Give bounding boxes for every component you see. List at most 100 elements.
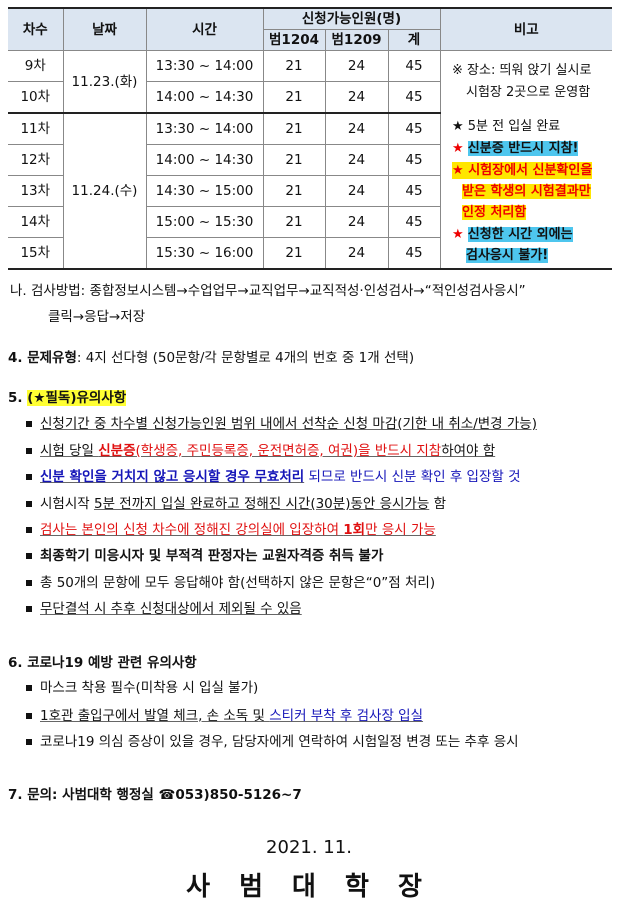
section4-text: : 4지 선다형 (50문항/각 문항별로 4개의 번호 중 1개 선택) (76, 350, 415, 366)
list-item-text: 코로나19 의심 증상이 있을 경우, 담당자에게 연락하여 시험일정 변경 또… (40, 734, 519, 750)
bullet-square-icon (26, 685, 32, 691)
cell-room2: 24 (324, 50, 389, 82)
list-item: 총 50개의 문항에 모두 응답해야 함(선택하지 않은 문항은“0”점 처리) (26, 571, 435, 591)
table-row: 12차 14:00 ~ 14:30 21 24 45 (8, 144, 612, 176)
header-date: 날짜 (62, 7, 147, 51)
table-row: 14차 15:00 ~ 15:30 21 24 45 (8, 206, 612, 238)
star-icon: ★ (452, 227, 464, 242)
cell-total: 45 (387, 144, 441, 176)
bullet-square-icon (26, 448, 32, 454)
bullet-square-icon (26, 606, 32, 612)
footer-signer: 사 범 대 학 장 (186, 872, 432, 902)
list-item-text: 만 응시 가능 (365, 522, 436, 538)
section7: 7. 문의: 사범대학 행정실 ☎053)850-5126~7 (8, 783, 302, 803)
cell-round: 13차 (8, 175, 64, 207)
table-row: 15차 15:30 ~ 16:00 21 24 45 (8, 237, 612, 270)
cell-room1: 21 (262, 237, 326, 270)
cell-room1: 21 (262, 175, 326, 207)
section7-label: 7. 문의: 사범대학 행정실 (8, 787, 159, 803)
list-item: 신청기간 중 차수별 신청가능인원 범위 내에서 선착순 신청 마감(기한 내 … (26, 412, 537, 432)
footer-date: 2021. 11. (266, 837, 352, 858)
note-id: ★ 신분증 반드시 지참! (452, 140, 579, 157)
list-item-text: 함 (429, 496, 446, 512)
header-capacity: 신청가능인원(명) (262, 7, 441, 30)
section4-label: 4. 문제유형 (8, 350, 77, 366)
bullet-square-icon (26, 713, 32, 719)
list-item-text: 되므로 반드시 신분 확인 후 입장할 것 (304, 469, 521, 485)
cell-round: 10차 (8, 81, 64, 114)
cell-date: 11.24.(수) (62, 112, 147, 270)
list-item: 코로나19 의심 증상이 있을 경우, 담당자에게 연락하여 시험일정 변경 또… (26, 730, 519, 750)
section5-title: (★필독)유의사항 (27, 390, 127, 406)
list-item: 최종학기 미응시자 및 부적격 판정자는 교원자격증 취득 불가 (26, 544, 383, 564)
note-time: ★ 신청한 시간 외에는 (452, 226, 573, 243)
table-row: 9차 11.23.(화) 13:30 ~ 14:00 21 24 45 (8, 50, 612, 270)
list-item: 신분 확인을 거치지 않고 응시할 경우 무효처리 되므로 반드시 신분 확인 … (26, 465, 521, 485)
cell-time: 15:00 ~ 15:30 (145, 206, 264, 238)
bullet-square-icon (26, 527, 32, 533)
section5-heading: 5. (★필독)유의사항 (8, 386, 127, 406)
list-item-text: 스티커 부착 후 검사장 입실 (269, 708, 424, 724)
header-note: 비고 (439, 7, 612, 51)
note-time-a: 신청한 시간 외에는 (467, 227, 573, 242)
list-item: 시험시작 5분 전까지 입실 완료하고 정해진 시간(30분)동안 응시가능 함 (26, 492, 446, 512)
list-item: 검사는 본인의 신청 차수에 정해진 강의실에 입장하여 1회만 응시 가능 (26, 518, 436, 538)
cell-total: 45 (387, 175, 441, 207)
cell-room2: 24 (324, 81, 389, 114)
cell-round: 14차 (8, 206, 64, 238)
cell-room2: 24 (324, 237, 389, 270)
cell-room1: 21 (262, 112, 326, 145)
list-item: 무단결석 시 추후 신청대상에서 제외될 수 있음 (26, 597, 302, 617)
list-item-text: 검사는 본인의 신청 차수에 정해진 강의실에 입장하여 (40, 522, 344, 538)
note-verify-b: 받은 학생의 시험결과만 (462, 184, 591, 199)
note-verify: ★ 시험장에서 신분확인을 (452, 162, 593, 179)
cell-round: 11차 (8, 112, 64, 145)
cell-time: 13:30 ~ 14:00 (145, 50, 264, 82)
list-item-text: 시험 당일 (40, 443, 99, 459)
bullet-square-icon (26, 421, 32, 427)
cell-time: 14:00 ~ 14:30 (145, 144, 264, 176)
header-room1: 범1204 (262, 29, 326, 51)
cell-total: 45 (387, 206, 441, 238)
list-item-text: 무단결석 시 추후 신청대상에서 제외될 수 있음 (40, 601, 302, 617)
cell-total: 45 (387, 81, 441, 114)
cell-total: 45 (387, 237, 441, 270)
section7-phone: 053)850-5126~7 (175, 787, 302, 803)
method-line1: 나. 검사방법: 종합정보시스템→수업업무→교직업무→교직적성·인성검사→“적인… (10, 283, 526, 299)
note-entry: ★ 5분 전 입실 완료 (452, 119, 561, 134)
header-room2: 범1209 (324, 29, 389, 51)
bullet-square-icon (26, 553, 32, 559)
bullet-square-icon (26, 474, 32, 480)
list-item-text: 총 50개의 문항에 모두 응답해야 함(선택하지 않은 문항은“0”점 처리) (40, 575, 436, 591)
list-item-text: 1호관 출입구에서 발열 체크, 손 소독 및 (40, 708, 270, 724)
phone-icon: ☎ (158, 787, 176, 803)
cell-time: 14:30 ~ 15:00 (145, 175, 264, 207)
cell-room1: 21 (262, 50, 326, 82)
section6-title: 6. 코로나19 예방 관련 유의사항 (8, 655, 197, 671)
cell-time: 13:30 ~ 14:00 (145, 112, 264, 145)
cell-room2: 24 (324, 175, 389, 207)
list-item-text: 마스크 착용 필수(미착용 시 입실 불가) (40, 680, 259, 696)
cell-room1: 21 (262, 144, 326, 176)
list-item-text: 시험시작 (40, 496, 94, 512)
cell-room2: 24 (324, 144, 389, 176)
bullet-square-icon (26, 580, 32, 586)
section5-num: 5. (8, 390, 28, 406)
note-id-text: 신분증 반드시 지참! (467, 141, 579, 156)
cell-total: 45 (387, 50, 441, 82)
list-item: 마스크 착용 필수(미착용 시 입실 불가) (26, 676, 258, 696)
list-item-text: 신분증 (98, 443, 136, 459)
note-verify-a: 시험장에서 신분확인을 (468, 163, 593, 178)
list-item-text: (학생증, 주민등록증, 운전면허증, 여권)을 반드시 지참 (135, 443, 442, 459)
header-total: 계 (387, 29, 441, 51)
list-item-text: 신분 확인을 거치지 않고 응시할 경우 무효처리 (40, 469, 305, 485)
cell-room1: 21 (262, 81, 326, 114)
note-verify-c: 인정 처리함 (462, 205, 527, 220)
list-item-text: 1회 (343, 522, 366, 538)
cell-room2: 24 (324, 206, 389, 238)
cell-round: 9차 (8, 50, 64, 82)
method-line2: 클릭→응답→저장 (48, 309, 146, 325)
cell-time: 15:30 ~ 16:00 (145, 237, 264, 270)
header-time: 시간 (145, 7, 264, 51)
